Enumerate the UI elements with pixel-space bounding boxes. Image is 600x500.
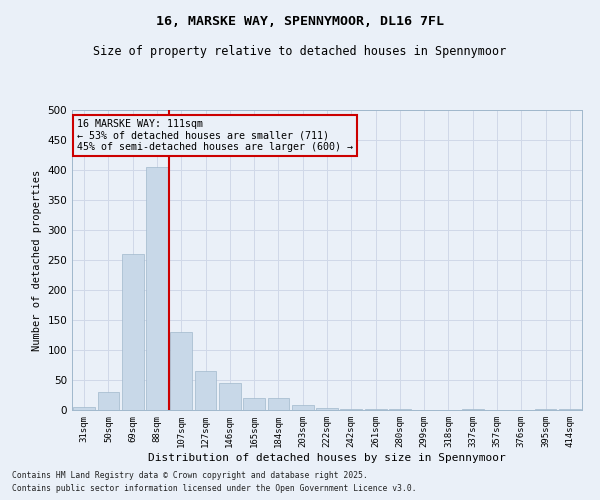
Text: Size of property relative to detached houses in Spennymoor: Size of property relative to detached ho… (94, 45, 506, 58)
Y-axis label: Number of detached properties: Number of detached properties (32, 170, 42, 350)
Bar (170, 332, 192, 410)
Bar (97, 392, 119, 410)
Bar (268, 398, 289, 410)
Bar (316, 408, 338, 410)
Bar (292, 405, 314, 410)
Text: Contains public sector information licensed under the Open Government Licence v3: Contains public sector information licen… (12, 484, 416, 493)
Bar (219, 383, 241, 410)
Text: 16, MARSKE WAY, SPENNYMOOR, DL16 7FL: 16, MARSKE WAY, SPENNYMOOR, DL16 7FL (156, 15, 444, 28)
X-axis label: Distribution of detached houses by size in Spennymoor: Distribution of detached houses by size … (148, 452, 506, 462)
Bar (243, 398, 265, 410)
Text: 16 MARSKE WAY: 111sqm
← 53% of detached houses are smaller (711)
45% of semi-det: 16 MARSKE WAY: 111sqm ← 53% of detached … (77, 119, 353, 152)
Bar (73, 407, 95, 410)
Bar (122, 254, 143, 410)
Bar (146, 167, 168, 410)
Text: Contains HM Land Registry data © Crown copyright and database right 2025.: Contains HM Land Registry data © Crown c… (12, 470, 368, 480)
Bar (194, 371, 217, 410)
